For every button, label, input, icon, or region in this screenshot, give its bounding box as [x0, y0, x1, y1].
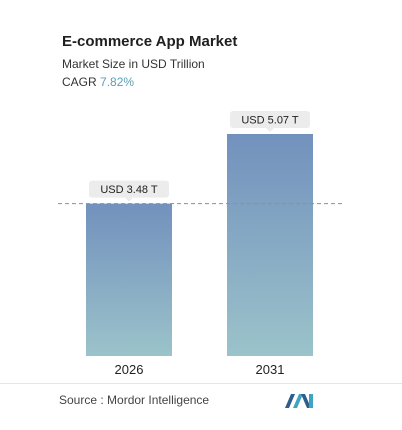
svg-text:USD 3.48 T: USD 3.48 T: [100, 184, 158, 196]
data-label-2031: USD 5.07 T: [230, 111, 310, 132]
chart-subtitle: Market Size in USD Trillion: [62, 57, 205, 71]
svg-text:USD 5.07 T: USD 5.07 T: [241, 115, 299, 127]
source-value: Mordor Intelligence: [107, 393, 210, 407]
cagr-value: 7.82%: [100, 75, 135, 89]
footer: Source : Mordor Intelligence: [0, 383, 402, 430]
bar-chart: USD 3.48 T 2026 USD 5.07 T 2031: [58, 111, 344, 377]
cagr-label: CAGR: [62, 75, 97, 89]
source-text: Source : Mordor Intelligence: [59, 393, 209, 407]
data-label-2026: USD 3.48 T: [89, 180, 169, 202]
source-label: Source :: [59, 393, 104, 407]
x-tick-2031: 2031: [256, 362, 285, 377]
bar-2031: [227, 134, 313, 356]
chart-title: E-commerce App Market: [62, 33, 238, 50]
bar-2026: [86, 203, 172, 356]
x-tick-2026: 2026: [115, 362, 144, 377]
cagr-line: CAGR 7.82%: [62, 75, 134, 89]
mordor-intelligence-logo-icon: [285, 394, 313, 408]
